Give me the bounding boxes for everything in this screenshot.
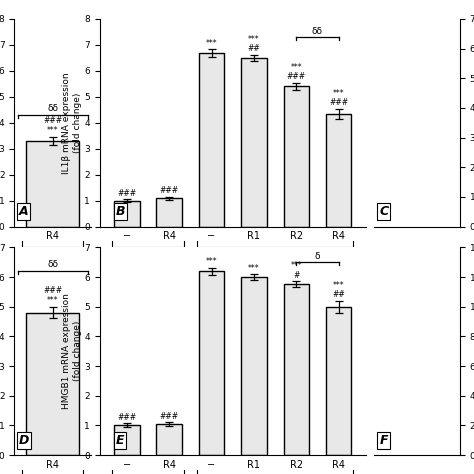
Bar: [283, 86, 309, 227]
Text: ***
#: *** #: [291, 261, 302, 280]
Bar: [156, 424, 182, 455]
Bar: [326, 307, 351, 455]
Text: F: F: [379, 434, 388, 447]
Bar: [114, 201, 139, 227]
Text: R4: R4: [46, 264, 59, 274]
Bar: [241, 277, 266, 455]
Text: ***
##: *** ##: [247, 35, 260, 54]
Text: δ: δ: [315, 252, 320, 261]
Text: ###: ###: [117, 413, 137, 422]
Y-axis label: IL1β mRNA expression
(fold change): IL1β mRNA expression (fold change): [62, 72, 82, 173]
Text: ###: ###: [160, 186, 179, 195]
Text: ***
###: *** ###: [287, 63, 306, 81]
Bar: [114, 425, 139, 455]
Bar: [156, 198, 182, 227]
Bar: [199, 53, 224, 227]
Text: A: A: [19, 205, 28, 219]
Text: Sepsis: Sepsis: [259, 264, 291, 274]
Text: ###: ###: [160, 411, 179, 420]
Text: ###: ###: [117, 189, 137, 198]
Text: ***: ***: [206, 257, 218, 266]
Text: δδ: δδ: [312, 27, 323, 36]
Text: δδ: δδ: [47, 104, 58, 113]
Text: B: B: [116, 205, 125, 219]
Bar: [283, 284, 309, 455]
Bar: [326, 114, 351, 227]
Text: ***: ***: [206, 38, 218, 47]
Bar: [27, 141, 79, 227]
Text: ***
##: *** ##: [332, 281, 345, 299]
Text: ***
###: *** ###: [329, 89, 348, 107]
Text: ###
***: ### ***: [43, 116, 63, 135]
Bar: [27, 313, 79, 455]
Text: D: D: [19, 434, 29, 447]
Text: Sham: Sham: [134, 264, 162, 274]
Bar: [199, 271, 224, 455]
Text: C: C: [379, 205, 388, 219]
Y-axis label: HMGB1 mRNA expression
(fold change): HMGB1 mRNA expression (fold change): [62, 293, 82, 409]
Text: ###
***: ### ***: [43, 286, 63, 305]
Text: E: E: [116, 434, 124, 447]
Text: ***: ***: [248, 264, 260, 273]
Bar: [241, 58, 266, 227]
Text: δδ: δδ: [47, 260, 58, 269]
